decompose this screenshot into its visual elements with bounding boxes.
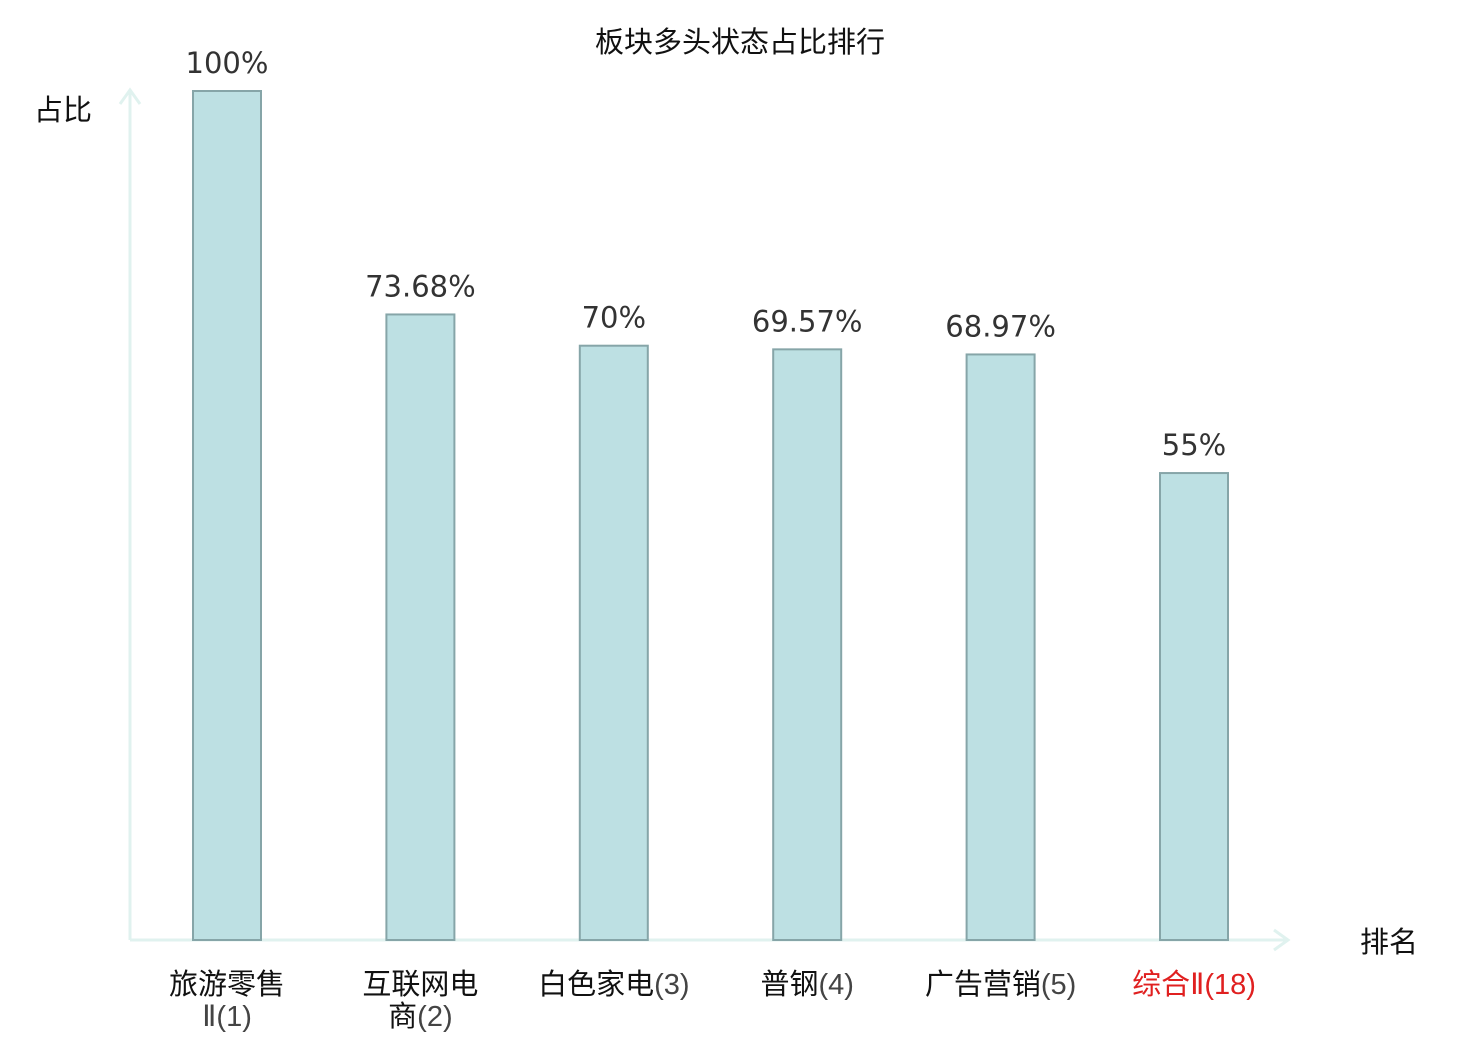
category-label: Ⅱ(1) bbox=[202, 1001, 252, 1033]
category-label: 普钢(4) bbox=[760, 967, 853, 1001]
y-axis-arrow bbox=[118, 87, 142, 105]
category-label: 综合Ⅱ(18) bbox=[1132, 967, 1256, 1001]
value-labels-group: 100% 73.68% 70% 69.57% 68.97% 55% bbox=[186, 46, 1227, 462]
category-label: 广告营销(5) bbox=[925, 967, 1076, 1001]
x-axis-arrow bbox=[1273, 928, 1291, 952]
value-label: 55% bbox=[1162, 428, 1226, 462]
bar bbox=[772, 348, 843, 941]
bar bbox=[192, 90, 262, 941]
category-label: 旅游零售 bbox=[169, 967, 285, 1001]
bar bbox=[578, 344, 649, 941]
value-label: 73.68% bbox=[365, 269, 476, 303]
category-label: 商(2) bbox=[388, 999, 452, 1033]
bar bbox=[1159, 472, 1229, 941]
value-label: 70% bbox=[582, 301, 646, 335]
category-label: 白色家电(3) bbox=[538, 967, 689, 1001]
bars-group bbox=[192, 90, 1229, 941]
axes bbox=[118, 87, 1291, 952]
bar bbox=[965, 353, 1036, 941]
value-label: 68.97% bbox=[945, 309, 1056, 343]
bar bbox=[385, 313, 456, 941]
x-axis-label: 排名 bbox=[1360, 925, 1418, 959]
y-axis-label: 占比 bbox=[34, 93, 92, 127]
chart-title: 板块多头状态占比排行 bbox=[595, 25, 885, 59]
value-label: 69.57% bbox=[752, 304, 863, 338]
value-label: 100% bbox=[186, 46, 269, 80]
category-label: 互联网电 bbox=[362, 967, 478, 1001]
